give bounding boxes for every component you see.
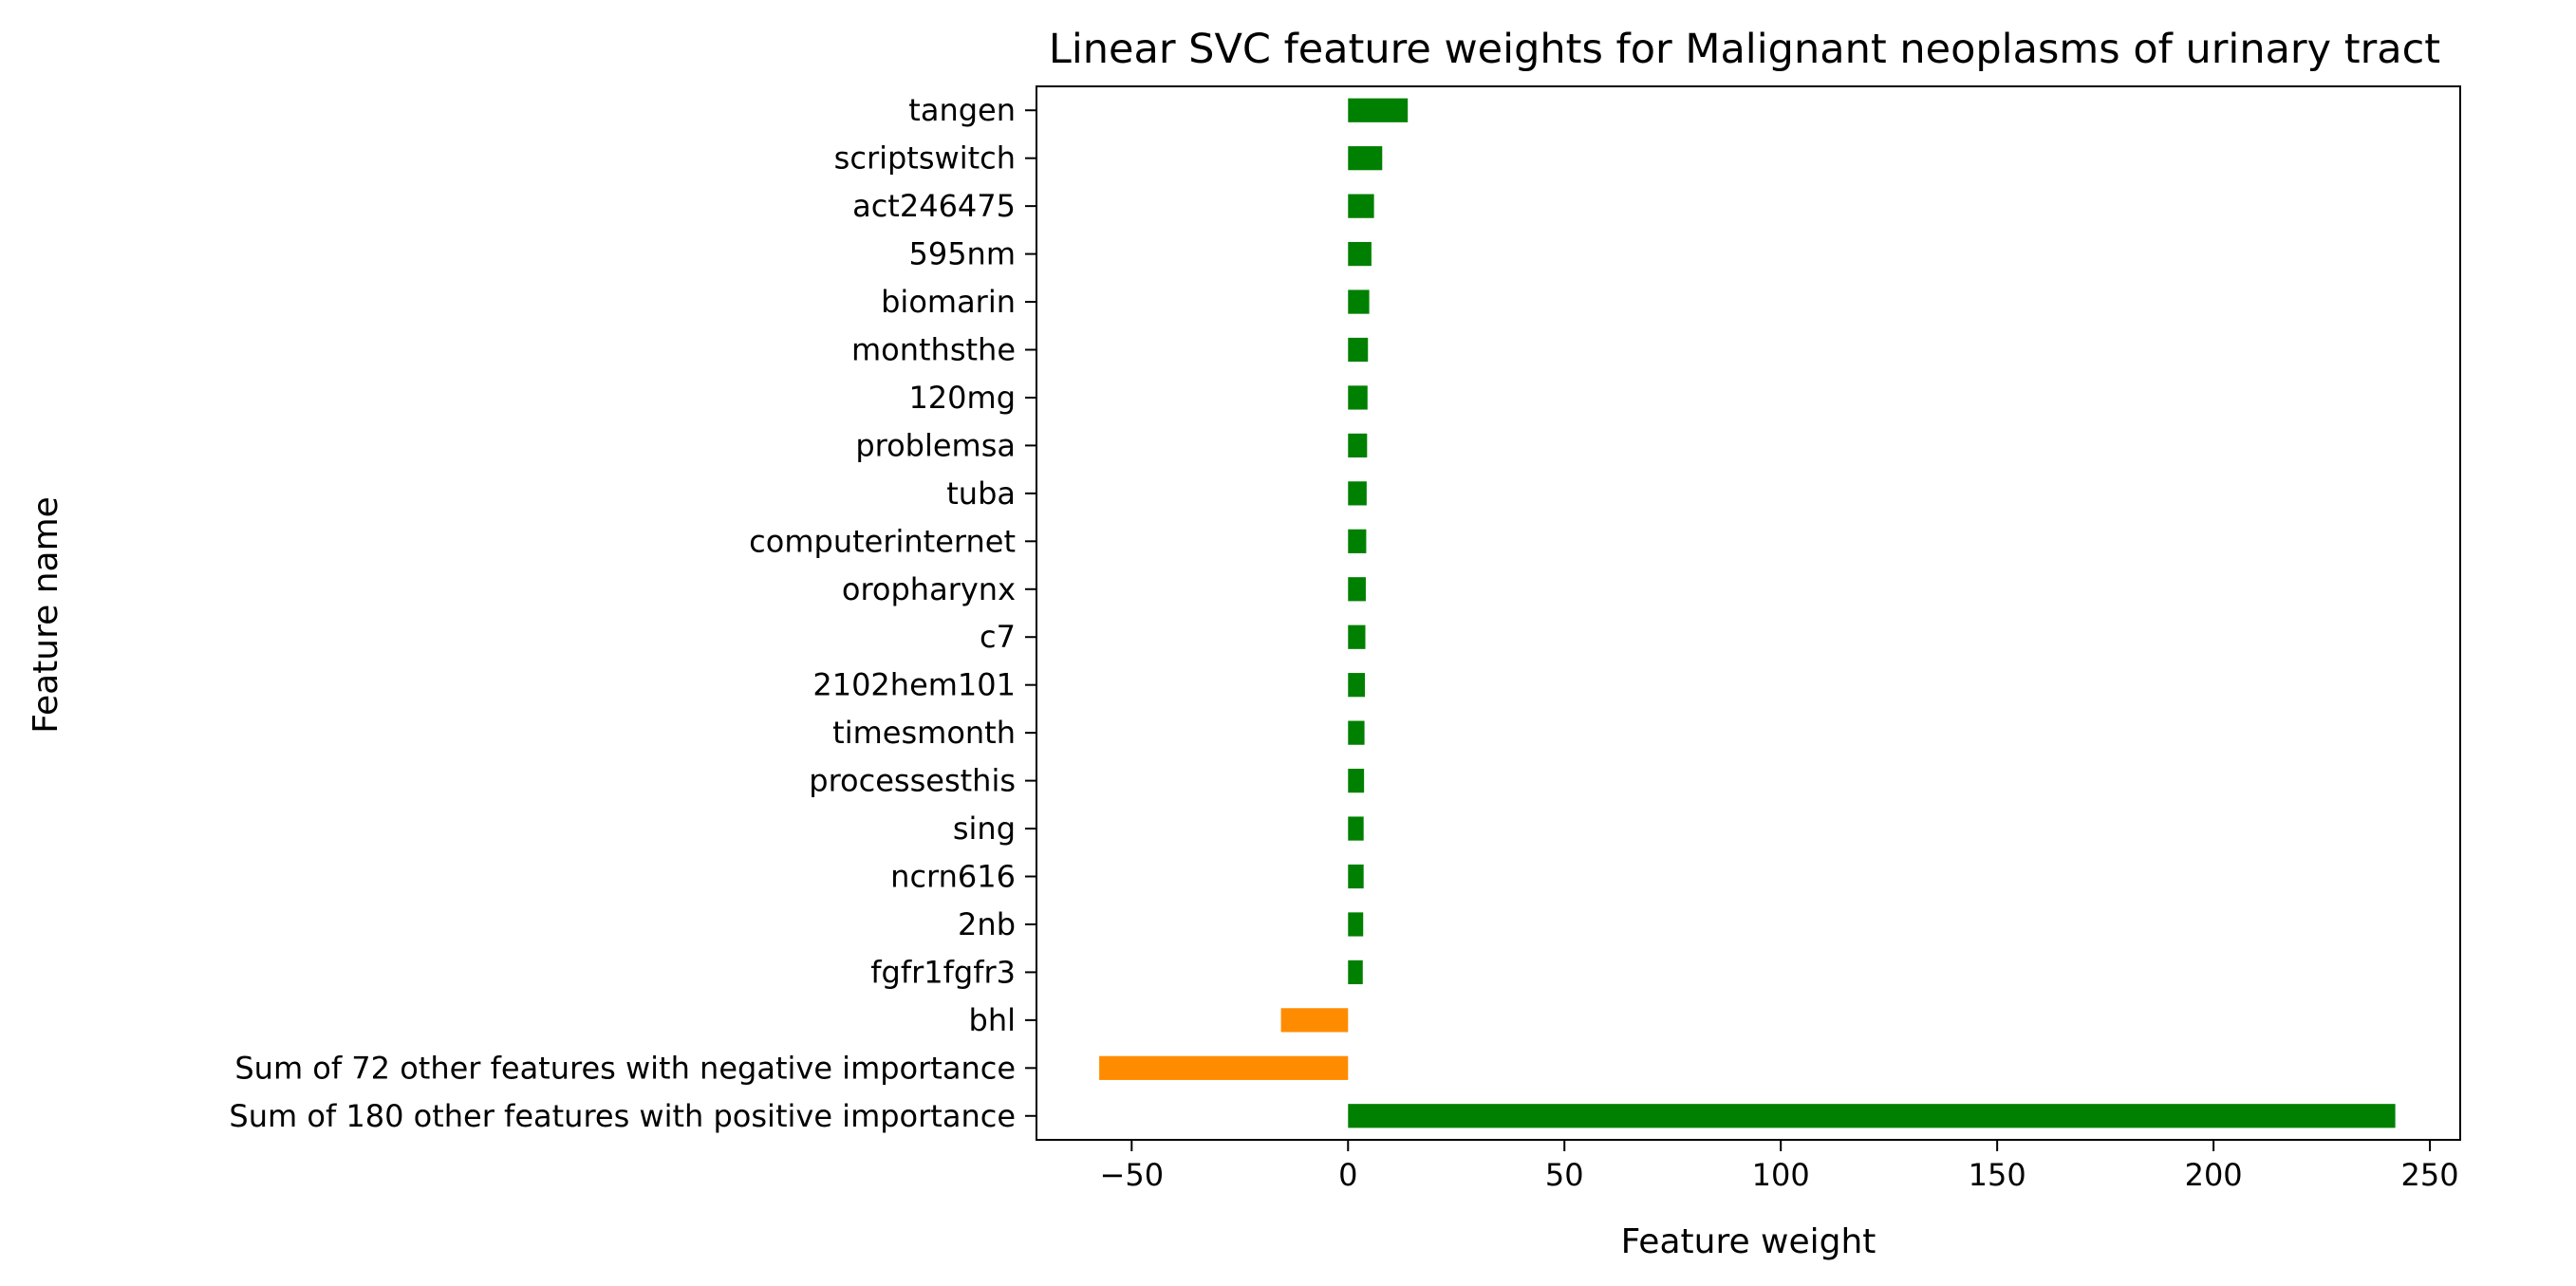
y-tick-label-13: timesmonth [832, 715, 1016, 751]
bar-20 [1099, 1055, 1349, 1080]
y-tick-label-18: fgfr1fgfr3 [870, 954, 1016, 990]
y-tick-label-17: 2nb [958, 906, 1016, 942]
x-axis-label: Feature weight [1621, 1222, 1876, 1261]
bar-0 [1348, 98, 1409, 122]
bar-8 [1348, 481, 1367, 506]
x-tick-label-0: −50 [1100, 1157, 1165, 1193]
bar-6 [1348, 385, 1368, 410]
y-tick-label-7: problemsa [855, 427, 1016, 463]
bar-5 [1348, 337, 1369, 363]
y-tick-label-21: Sum of 180 other features with positive … [229, 1098, 1016, 1134]
y-tick-label-19: bhl [969, 1002, 1016, 1038]
x-tick-label-6: 250 [2401, 1157, 2459, 1193]
bar-21 [1348, 1104, 2396, 1128]
bar-3 [1348, 241, 1372, 267]
y-axis-label: Feature name [27, 496, 65, 734]
bar-1 [1348, 146, 1383, 171]
bar-15 [1348, 816, 1364, 841]
y-tick-label-11: c7 [980, 619, 1016, 655]
y-tick-label-8: tuba [946, 475, 1016, 512]
plot-area [1036, 85, 2461, 1141]
y-tick-label-20: Sum of 72 other features with negative i… [234, 1050, 1016, 1086]
chart-title: Linear SVC feature weights for Malignant… [1049, 26, 2440, 73]
bar-9 [1348, 529, 1367, 553]
bar-2 [1348, 194, 1374, 218]
y-tick-label-12: 2102hem101 [812, 667, 1016, 703]
y-tick-label-10: oropharynx [842, 571, 1016, 607]
x-axis-ticks: −50 0 50 100 150 200 250 [1100, 1140, 2459, 1193]
y-tick-label-1: scriptswitch [834, 140, 1016, 177]
bars-layer [1099, 98, 2396, 1128]
y-axis-ticks: tangen scriptswitch act246475 595nm biomarin… [229, 92, 1036, 1134]
x-tick-label-1: 0 [1338, 1157, 1357, 1193]
bar-12 [1348, 673, 1366, 698]
x-tick-label-3: 100 [1752, 1157, 1810, 1193]
y-tick-label-9: computerinternet [749, 523, 1016, 559]
x-tick-label-2: 50 [1545, 1157, 1584, 1193]
y-tick-label-14: processesthis [809, 763, 1016, 799]
x-tick-label-5: 200 [2185, 1157, 2243, 1193]
y-tick-label-3: 595nm [908, 236, 1016, 272]
bar-18 [1348, 960, 1363, 985]
y-tick-label-16: ncrn616 [890, 859, 1016, 895]
y-tick-label-2: act246475 [852, 188, 1016, 224]
bar-14 [1348, 768, 1365, 793]
bar-4 [1348, 289, 1370, 314]
bar-16 [1348, 864, 1364, 889]
y-tick-label-15: sing [953, 811, 1016, 847]
y-tick-label-6: 120mg [908, 380, 1016, 416]
bar-7 [1348, 433, 1368, 458]
y-tick-label-4: biomarin [881, 284, 1016, 320]
bar-11 [1348, 624, 1366, 649]
bar-13 [1348, 720, 1365, 745]
bar-17 [1348, 912, 1364, 937]
x-tick-label-4: 150 [1969, 1157, 2026, 1193]
bar-19 [1280, 1008, 1349, 1033]
y-tick-label-0: tangen [908, 92, 1016, 128]
y-tick-label-5: monthsthe [851, 332, 1016, 368]
bar-10 [1348, 577, 1366, 602]
